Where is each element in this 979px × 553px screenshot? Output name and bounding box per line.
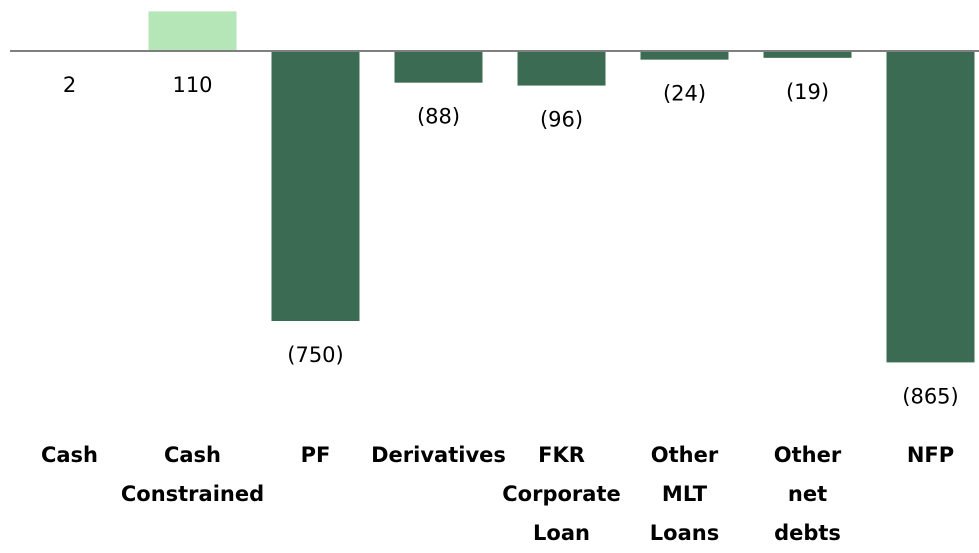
value-label: (750) [287, 343, 343, 367]
category-label: PF [300, 443, 331, 467]
bar [886, 51, 975, 363]
bar [640, 51, 729, 60]
category-label: NFP [906, 443, 955, 467]
bar [271, 51, 360, 321]
value-label: 110 [172, 73, 212, 97]
bar [148, 11, 237, 51]
value-label: (865) [902, 384, 958, 408]
value-label: (88) [417, 105, 460, 129]
bar [763, 51, 852, 58]
category-label: FKR Corporate Loan [502, 443, 621, 545]
value-label: (24) [663, 82, 706, 106]
category-label: Cash Constrained [120, 443, 265, 506]
value-label: 2 [63, 73, 76, 97]
bar [517, 51, 606, 86]
bar [394, 51, 483, 83]
value-label: (19) [786, 80, 829, 104]
category-label: Other MLT Loans [649, 443, 720, 545]
category-label: Derivatives [371, 443, 506, 467]
category-label: Cash [40, 443, 99, 467]
category-label: Other net debts [773, 443, 842, 545]
value-label: (96) [540, 108, 583, 132]
